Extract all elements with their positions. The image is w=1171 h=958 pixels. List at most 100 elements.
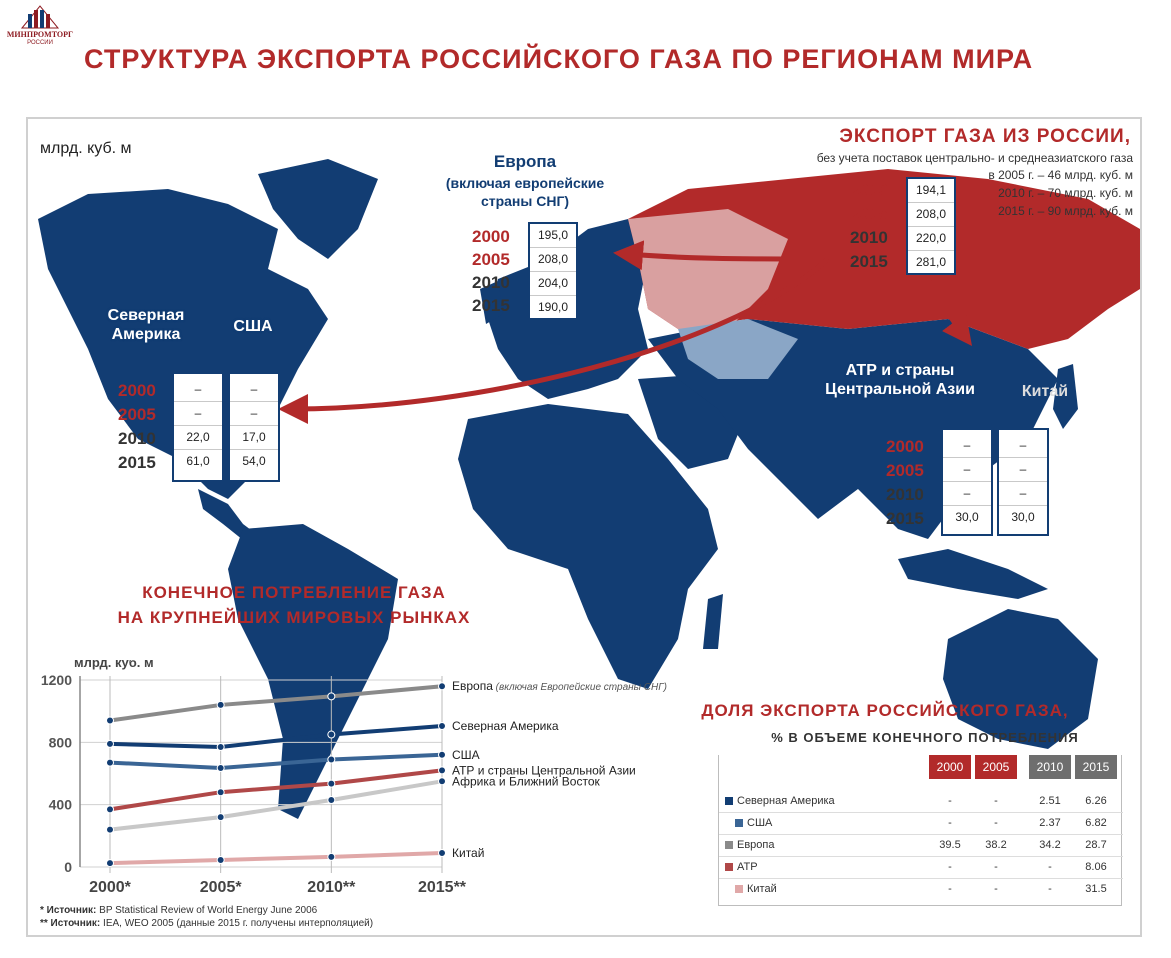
apr-import-box: – – – 30,0 <box>941 428 993 536</box>
share-row-label: Европа <box>737 839 775 851</box>
central-asia-shape <box>678 319 798 379</box>
x-tick-label: 2005* <box>200 879 243 896</box>
y-tick-label: 800 <box>49 734 73 750</box>
export-line-2015: 2015 г. – 90 млрд. куб. м <box>998 204 1133 218</box>
chart-labels-group: 0 400 800 1200 2000* 2005* 2010** 2015** Европа … <box>41 672 667 896</box>
share-row-label: Китай <box>747 883 777 895</box>
page-title: СТРУКТУРА ЭКСПОРТА РОССИЙСКОГО ГАЗА ПО Р… <box>84 44 1034 74</box>
data-point <box>106 859 114 868</box>
china-import-box: – – – 30,0 <box>997 428 1049 536</box>
usa-value-2005: – <box>230 402 278 426</box>
russia-shape <box>628 169 1140 349</box>
greenland-shape <box>258 159 378 259</box>
share-cell: - <box>1048 883 1052 895</box>
europe-note-2: страны СНГ) <box>480 193 570 209</box>
legend-swatch <box>735 885 743 893</box>
series-label: Европа (включая Европейские страны СНГ) <box>452 679 667 693</box>
share-row-label: Северная Америка <box>737 795 835 807</box>
data-point <box>106 825 114 834</box>
share-cell: - <box>994 861 998 873</box>
data-point <box>216 813 225 822</box>
series-label: США <box>452 748 480 762</box>
chart-ylabel: млрд. куб. м <box>74 660 154 670</box>
source-text: BP Statistical Review of World Energy Ju… <box>99 905 318 916</box>
data-point <box>216 743 225 752</box>
russia-year-2015: 2015 <box>850 252 888 271</box>
russia-value-2000: 194,1 <box>908 179 954 203</box>
export-line-2005: в 2005 г. – 46 млрд. куб. м <box>988 168 1133 182</box>
source-text: IEA, WEO 2005 (данные 2015 г. получены и… <box>103 918 374 929</box>
share-cell: 38.2 <box>985 839 1007 851</box>
apr-value-2000: – <box>943 434 991 458</box>
source-mark: * Источник: <box>40 905 97 916</box>
series-label: Северная Америка <box>452 719 559 733</box>
usa-value-2010: 17,0 <box>230 426 278 450</box>
share-year-2010: 2010 <box>1029 755 1071 779</box>
apr-year-2005: 2005 <box>886 461 924 480</box>
data-point <box>438 721 446 730</box>
share-row-label: АТР <box>737 861 758 873</box>
china-value-2005: – <box>999 458 1047 482</box>
apr-year-2000: 2000 <box>886 437 924 456</box>
europe-year-2010: 2010 <box>472 273 510 292</box>
share-cell: 31.5 <box>1085 883 1107 895</box>
na-value-2010: 22,0 <box>174 426 222 450</box>
source-mark: ** Источник: <box>40 918 101 929</box>
na-year-2015: 2015 <box>118 453 156 472</box>
x-tick-label: 2015** <box>418 879 467 896</box>
export-line-2010: 2010 г. – 70 млрд. куб. м <box>998 186 1133 200</box>
share-row: США - - 2.37 6.82 <box>719 812 1123 835</box>
y-tick-label: 1200 <box>41 672 72 688</box>
data-point <box>327 692 336 701</box>
japan-shape <box>1053 364 1078 429</box>
russia-value-2010: 220,0 <box>908 227 954 251</box>
data-point <box>438 848 446 857</box>
south-america-shape <box>228 524 398 819</box>
europe-year-2015: 2015 <box>472 296 510 315</box>
series-line <box>108 752 444 771</box>
share-cell: 2.37 <box>1039 817 1061 829</box>
series-line <box>108 768 444 812</box>
consumption-title-1: КОНЕЧНОЕ ПОТРЕБЛЕНИЕ ГАЗА <box>142 583 446 602</box>
data-point <box>216 855 225 864</box>
data-point <box>216 764 225 773</box>
share-year-2015: 2015 <box>1075 755 1117 779</box>
map-unit-label: млрд. куб. м <box>40 140 132 157</box>
data-point <box>106 716 114 725</box>
data-point <box>106 739 114 748</box>
china-value-2000: – <box>999 434 1047 458</box>
russia-year-2010: 2010 <box>850 228 888 247</box>
russia-value-2015: 281,0 <box>915 255 947 269</box>
share-cell: 2.51 <box>1039 795 1061 807</box>
arrow-to-north-america <box>278 257 830 424</box>
data-point <box>216 700 225 709</box>
source-line-1: * Источник: BP Statistical Review of Wor… <box>40 905 317 916</box>
source-line-2: ** Источник: IEA, WEO 2005 (данные 2015 … <box>40 918 373 929</box>
usa-value-2000: – <box>230 378 278 402</box>
share-cell: 28.7 <box>1085 839 1107 851</box>
logo-text: МИНПРОМТОРГ <box>6 30 74 39</box>
europe-value-2010: 204,0 <box>530 272 576 296</box>
africa-shape <box>458 404 718 689</box>
data-point <box>327 795 336 804</box>
north-america-label-1: Северная <box>107 307 185 324</box>
na-value-2015: 61,0 <box>186 454 210 468</box>
apr-year-2010: 2010 <box>886 485 924 504</box>
share-cell: - <box>948 817 952 829</box>
china-value-2010: – <box>999 482 1047 506</box>
data-point <box>106 758 114 767</box>
share-cell: - <box>948 861 952 873</box>
consumption-title-2: НА КРУПНЕЙШИХ МИРОВЫХ РЫНКАХ <box>117 608 471 627</box>
na-value-2000: – <box>174 378 222 402</box>
share-row: Северная Америка - - 2.51 6.26 <box>719 790 1123 813</box>
apr-value-2005: – <box>943 458 991 482</box>
data-point <box>106 805 114 814</box>
series-label: АТР и страны Центральной Азии <box>452 763 636 777</box>
europe-value-2015: 190,0 <box>537 300 569 314</box>
share-cell: - <box>1048 861 1052 873</box>
share-title: ДОЛЯ ЭКСПОРТА РОССИЙСКОГО ГАЗА, <box>701 701 1069 720</box>
europe-note-1: (включая европейские <box>445 175 605 191</box>
apr-label-2: Центральной Азии <box>825 381 975 398</box>
indonesia-shape <box>898 549 1048 599</box>
europe-year-2005: 2005 <box>472 250 510 269</box>
